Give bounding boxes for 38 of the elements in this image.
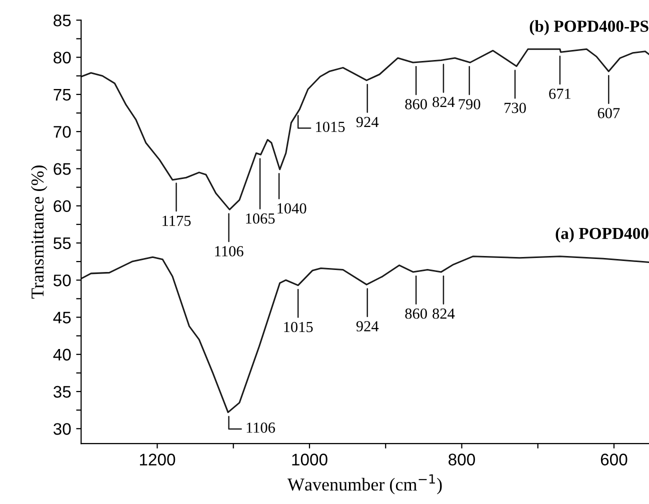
x-tick-label: 1000 [292, 454, 328, 466]
annotation: 790 [458, 99, 480, 110]
line-series [81, 256, 649, 414]
y-tick-label: 70 [54, 126, 71, 138]
x-tick-label: 800 [448, 454, 475, 466]
annotation: 1065 [246, 213, 275, 224]
x-axis-title: Wavenumber (cm$^{−1}$) [287, 474, 442, 494]
series-label: (b) POPD400-PS [530, 20, 648, 36]
y-axis-title: Transmittance (%) [30, 166, 48, 299]
series-label: (a) POPD400 [556, 227, 648, 242]
annotation: 607 [598, 108, 620, 118]
annotation: 1106 [215, 246, 244, 256]
annotation: 824 [432, 96, 455, 108]
annotation: 730 [504, 102, 526, 114]
x-tick-label: 600 [600, 454, 628, 466]
annotation: 1015 [316, 122, 345, 132]
y-tick-label: 45 [53, 312, 71, 324]
y-tick-label: 55 [54, 238, 71, 250]
y-tick-label: 65 [54, 163, 71, 175]
y-tick-label: 30 [54, 423, 71, 435]
y-tick-label: 80 [54, 52, 71, 64]
annotation: 860 [405, 308, 427, 319]
y-tick-label: 40 [53, 348, 71, 361]
annotation: 860 [405, 99, 427, 110]
annotation: 924 [356, 321, 379, 332]
annotation: 1040 [278, 203, 306, 214]
x-tick-label: 1200 [140, 454, 176, 466]
annotation: 824 [432, 308, 455, 319]
y-tick-label: 50 [54, 274, 71, 286]
annotation: 1106 [246, 422, 275, 433]
y-tick-label: 75 [54, 89, 71, 101]
y-tick-label: 35 [54, 386, 71, 398]
annotation: 924 [356, 116, 379, 128]
y-tick-label: 60 [54, 200, 71, 212]
y-tick-label: 85 [54, 14, 71, 26]
annotation: 1175 [162, 216, 191, 226]
annotation: 1015 [284, 322, 313, 332]
annotation: 671 [549, 88, 570, 99]
